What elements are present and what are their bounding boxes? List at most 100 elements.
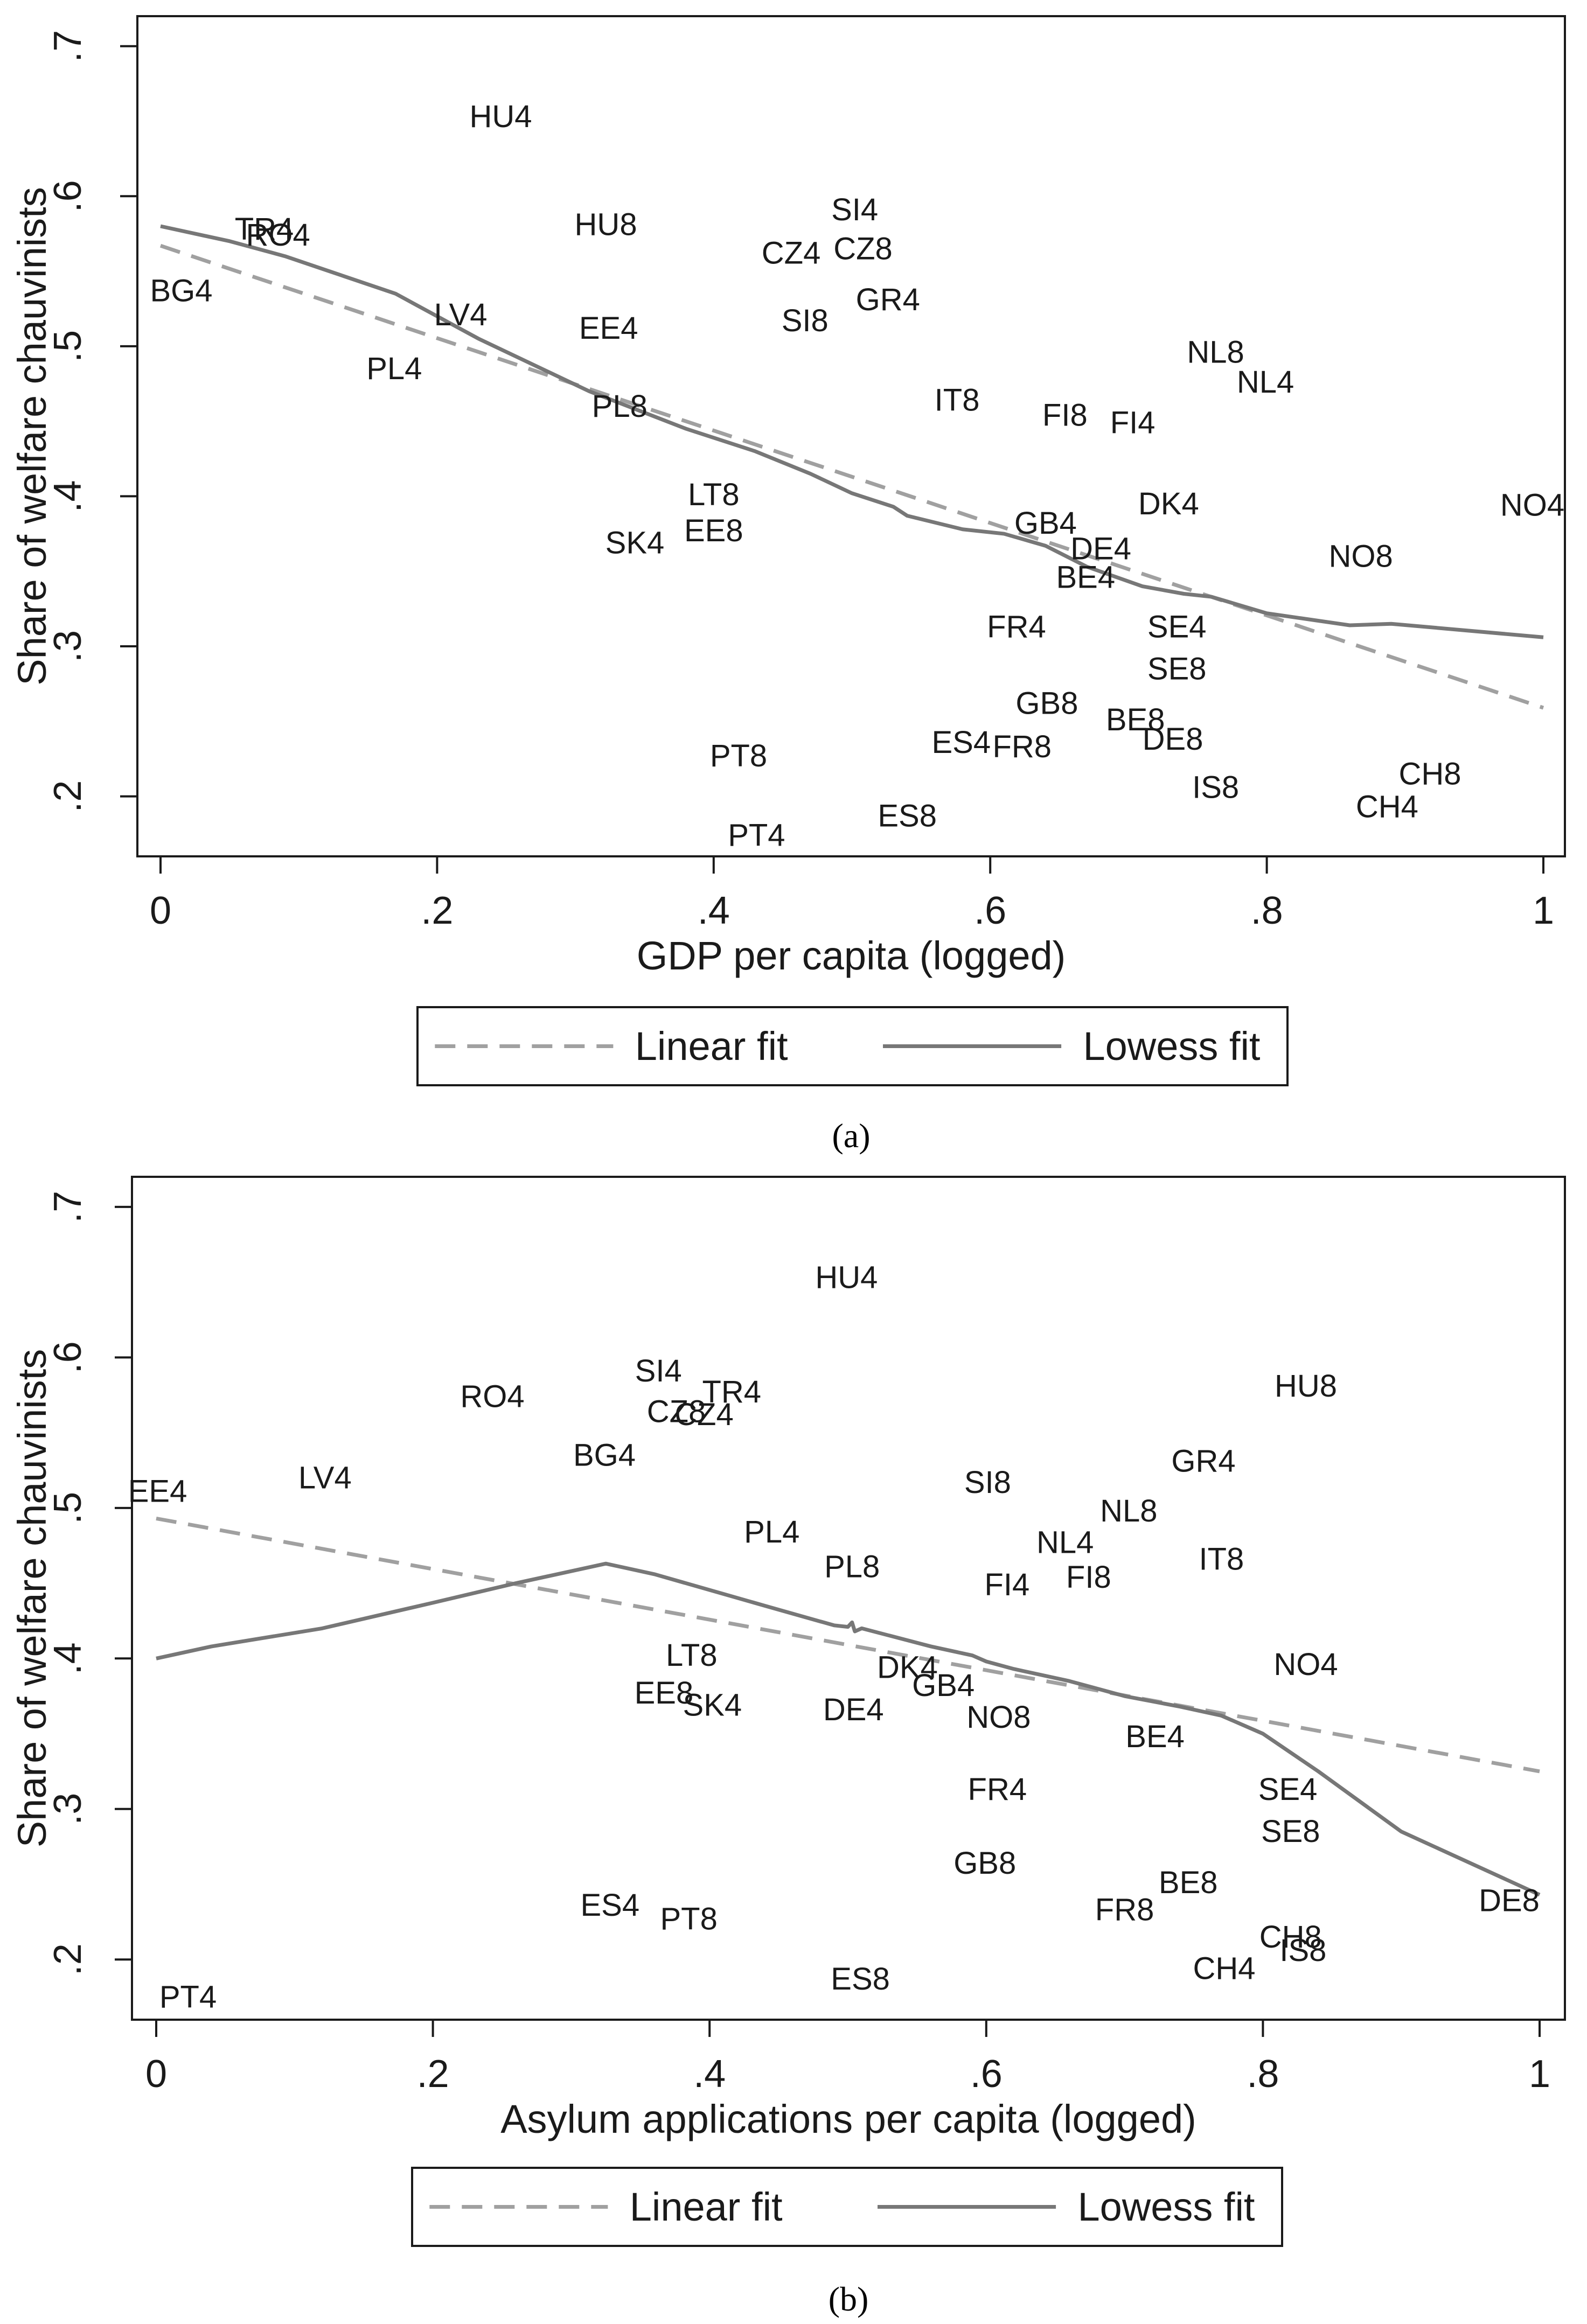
- x-tick-label: .8: [1251, 889, 1283, 932]
- point-label-lt8: LT8: [688, 477, 740, 512]
- point-label-cz8: CZ8: [833, 231, 893, 266]
- point-label-fi4: FI4: [984, 1567, 1029, 1602]
- x-axis-title: Asylum applications per capita (logged): [500, 2097, 1196, 2141]
- x-tick-label: 0: [150, 889, 171, 932]
- point-label-pt8: PT8: [710, 738, 767, 773]
- point-label-pl8: PL8: [824, 1549, 880, 1584]
- point-label-ro4: RO4: [246, 218, 310, 253]
- point-label-es8: ES8: [831, 1962, 890, 1997]
- y-axis-title: Share of welfare chauvinists: [10, 1349, 54, 1847]
- point-label-es4: ES4: [580, 1888, 639, 1923]
- y-tick-label: .4: [46, 480, 89, 512]
- point-label-is8: IS8: [1279, 1933, 1326, 1968]
- point-label-gb4: GB4: [912, 1668, 975, 1703]
- x-tick-label: 1: [1529, 2053, 1550, 2096]
- point-label-no4: NO4: [1273, 1647, 1338, 1682]
- point-label-pl8: PL8: [592, 389, 648, 424]
- point-label-de8: DE8: [1479, 1883, 1540, 1918]
- point-label-pt4: PT4: [728, 818, 785, 853]
- point-label-it8: IT8: [935, 383, 980, 418]
- plot-frame: [131, 1176, 1566, 2021]
- point-label-fr4: FR4: [987, 609, 1046, 644]
- point-label-ee4: EE4: [579, 311, 638, 346]
- point-label-is8: IS8: [1192, 770, 1239, 805]
- point-label-hu8: HU8: [1275, 1369, 1337, 1404]
- x-tick-label: .8: [1247, 2053, 1279, 2096]
- point-label-se4: SE4: [1258, 1772, 1318, 1807]
- x-tick-label: .2: [417, 2053, 449, 2096]
- plot-frame: [136, 15, 1566, 857]
- point-label-hu4: HU4: [469, 99, 532, 134]
- point-label-fi8: FI8: [1066, 1560, 1111, 1595]
- point-label-gb4: GB4: [1014, 506, 1077, 541]
- point-label-lv4: LV4: [434, 297, 488, 332]
- y-tick-label: .3: [46, 630, 89, 662]
- point-label-ee8: EE8: [635, 1676, 694, 1711]
- legend-label: Linear fit: [630, 2185, 783, 2229]
- panel-caption: (b): [829, 2280, 869, 2318]
- point-label-si4: SI4: [635, 1353, 682, 1388]
- y-tick-label: .6: [46, 1341, 89, 1373]
- x-tick-label: 1: [1533, 889, 1554, 932]
- y-tick-label: .5: [46, 330, 89, 362]
- point-label-cz4: CZ4: [674, 1397, 734, 1432]
- point-label-pl4: PL4: [366, 351, 422, 386]
- point-label-tr4: TR4: [235, 212, 294, 247]
- point-label-ro4: RO4: [460, 1379, 524, 1414]
- lowess-fit-line: [156, 1561, 1541, 1897]
- point-label-it8: IT8: [1199, 1541, 1244, 1576]
- point-label-ch8: CH8: [1259, 1920, 1322, 1955]
- legend-label: Linear fit: [635, 1024, 788, 1069]
- point-label-dk4: DK4: [877, 1650, 938, 1685]
- point-label-hu8: HU8: [575, 207, 637, 242]
- point-label-ch8: CH8: [1398, 756, 1461, 791]
- x-tick-label: .6: [970, 2053, 1003, 2096]
- point-label-pt8: PT8: [660, 1901, 717, 1936]
- point-label-se4: SE4: [1147, 609, 1207, 644]
- point-label-cz4: CZ4: [762, 236, 821, 271]
- y-tick-label: .5: [46, 1492, 89, 1524]
- point-label-lv4: LV4: [298, 1460, 352, 1495]
- point-label-gb8: GB8: [953, 1846, 1016, 1881]
- point-label-gb8: GB8: [1015, 686, 1078, 721]
- y-axis-title: Share of welfare chauvinists: [10, 187, 54, 685]
- point-label-bg4: BG4: [573, 1438, 636, 1473]
- point-label-gr4: GR4: [856, 282, 920, 317]
- point-label-fr8: FR8: [1095, 1892, 1154, 1927]
- point-label-no4: NO4: [1500, 488, 1564, 523]
- point-label-cz8: CZ8: [647, 1394, 706, 1429]
- y-tick-label: .3: [46, 1793, 89, 1825]
- legend: Linear fit Lowess fit: [416, 1006, 1289, 1086]
- y-tick-label: .2: [46, 1943, 89, 1976]
- point-label-de8: DE8: [1143, 722, 1203, 757]
- linear-fit-line: [159, 243, 1544, 710]
- x-tick-label: .2: [421, 889, 453, 932]
- x-tick-label: 0: [145, 2053, 167, 2096]
- point-label-ch4: CH4: [1356, 790, 1418, 825]
- y-tick-label: .7: [46, 30, 89, 62]
- x-tick-label: .6: [974, 889, 1006, 932]
- point-label-ee4: EE4: [128, 1474, 187, 1509]
- panel-a-gdp-chart: .2 .3 .4 .5 .6 .7 0 .2 .4 .6 .8 1 GDP per capita (lo…: [10, 15, 1566, 1155]
- point-label-be8: BE8: [1159, 1865, 1218, 1900]
- point-label-bg4: BG4: [150, 273, 212, 308]
- point-label-hu4: HU4: [815, 1260, 878, 1295]
- legend-box: [416, 1006, 1289, 1086]
- y-tick-label: .2: [46, 780, 89, 813]
- point-label-ch4: CH4: [1193, 1951, 1255, 1986]
- point-label-de4: DE4: [1070, 531, 1131, 566]
- point-label-be4: BE4: [1056, 560, 1116, 595]
- point-label-no8: NO8: [966, 1700, 1031, 1735]
- point-label-fr4: FR4: [968, 1772, 1027, 1807]
- point-label-be4: BE4: [1125, 1719, 1185, 1754]
- x-axis-title: GDP per capita (logged): [637, 933, 1066, 978]
- point-label-si4: SI4: [831, 192, 878, 227]
- point-label-si8: SI8: [964, 1465, 1011, 1500]
- legend-label: Lowess fit: [1083, 1024, 1260, 1069]
- legend: Linear fit Lowess fit: [411, 2167, 1283, 2247]
- y-tick-label: .6: [46, 180, 89, 212]
- point-label-si8: SI8: [782, 303, 829, 338]
- panel-b-asylum-chart: .2 .3 .4 .5 .6 .7 0 .2 .4 .6 .8 1 Asylum application…: [10, 1176, 1566, 2318]
